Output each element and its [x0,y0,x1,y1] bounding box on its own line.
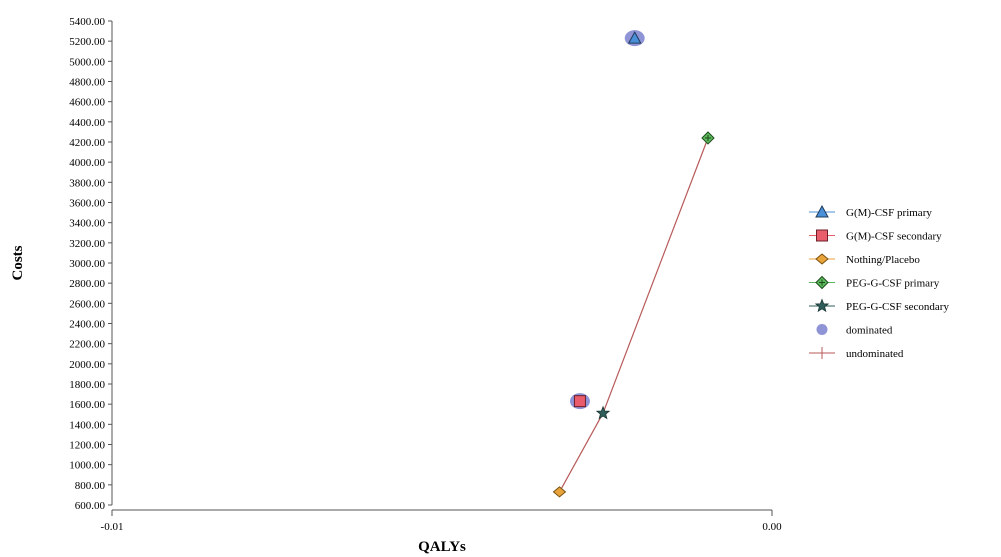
legend-label: undominated [846,348,904,360]
y-tick-label: 1000.00 [69,460,105,472]
y-tick-label: 2200.00 [69,339,105,351]
legend-item: G(M)-CSF secondary [809,229,942,243]
legend-label: PEG-G-CSF secondary [846,301,949,313]
legend-marker [816,229,828,242]
legend-label: G(M)-CSF secondary [846,231,942,243]
legend-item: Nothing/Placebo [809,253,920,266]
y-tick-label: 4000.00 [69,157,105,169]
legend-marker [815,204,829,218]
axes: 600.00 800.00 1000.00 1200.00 1400.00 1600.00… [69,16,782,533]
y-tick-label: 2600.00 [69,298,105,310]
plot-area [552,30,715,498]
legend-label: dominated [846,325,893,337]
point-g-m-csf-secondary [573,395,586,408]
legend-marker [815,275,829,290]
point-nothing-placebo [552,486,567,498]
legend-marker [809,347,835,359]
x-tick-label: 0.00 [762,521,782,533]
y-tick-label: 4600.00 [69,97,105,109]
y-tick-label: 3200.00 [69,238,105,250]
y-tick-label: 4800.00 [69,77,105,89]
legend-item: dominated [816,324,893,337]
legend-item: undominated [809,347,904,360]
y-tick-label: 1800.00 [69,379,105,391]
legend-label: G(M)-CSF primary [846,207,932,219]
y-tick-label: 4200.00 [69,137,105,149]
point-g-m-csf-primary [627,31,642,44]
legend-item: PEG-G-CSF primary [809,275,940,290]
y-axis-title: Costs [10,245,26,280]
point-peg-g-csf-secondary [595,405,611,420]
legend-label: PEG-G-CSF primary [846,278,940,290]
undominated-frontier-line [558,137,709,493]
x-axis-title: QALYs [418,539,466,555]
legend-marker [814,298,830,313]
y-tick-label: 3800.00 [69,177,105,189]
y-tick-label: 5000.00 [69,56,105,68]
y-tick-label: 1600.00 [69,399,105,411]
y-tick-label: 5200.00 [69,36,105,48]
legend-marker [816,324,828,335]
x-tick-label: -0.01 [101,521,124,533]
legend-item: G(M)-CSF primary [809,204,932,219]
legend: G(M)-CSF primary G(M)-CSF secondary Nothin… [809,204,949,360]
y-tick-label: 2400.00 [69,319,105,331]
y-tick-label: 2800.00 [69,278,105,290]
legend-marker [815,253,829,265]
y-tick-label: 3600.00 [69,198,105,210]
y-tick-label: 5400.00 [69,16,105,28]
y-tick-label: 3000.00 [69,258,105,270]
legend-item: PEG-G-CSF secondary [809,298,949,313]
y-tick-label: 3400.00 [69,218,105,230]
y-tick-label: 2000.00 [69,359,105,371]
y-tick-label: 1200.00 [69,440,105,452]
y-tick-label: 4400.00 [69,117,105,129]
y-tick-label: 800.00 [75,480,106,492]
y-tick-label: 1400.00 [69,419,105,431]
y-tick-label: 600.00 [75,500,106,512]
legend-label: Nothing/Placebo [846,254,920,266]
point-peg-g-csf-primary [701,131,715,145]
